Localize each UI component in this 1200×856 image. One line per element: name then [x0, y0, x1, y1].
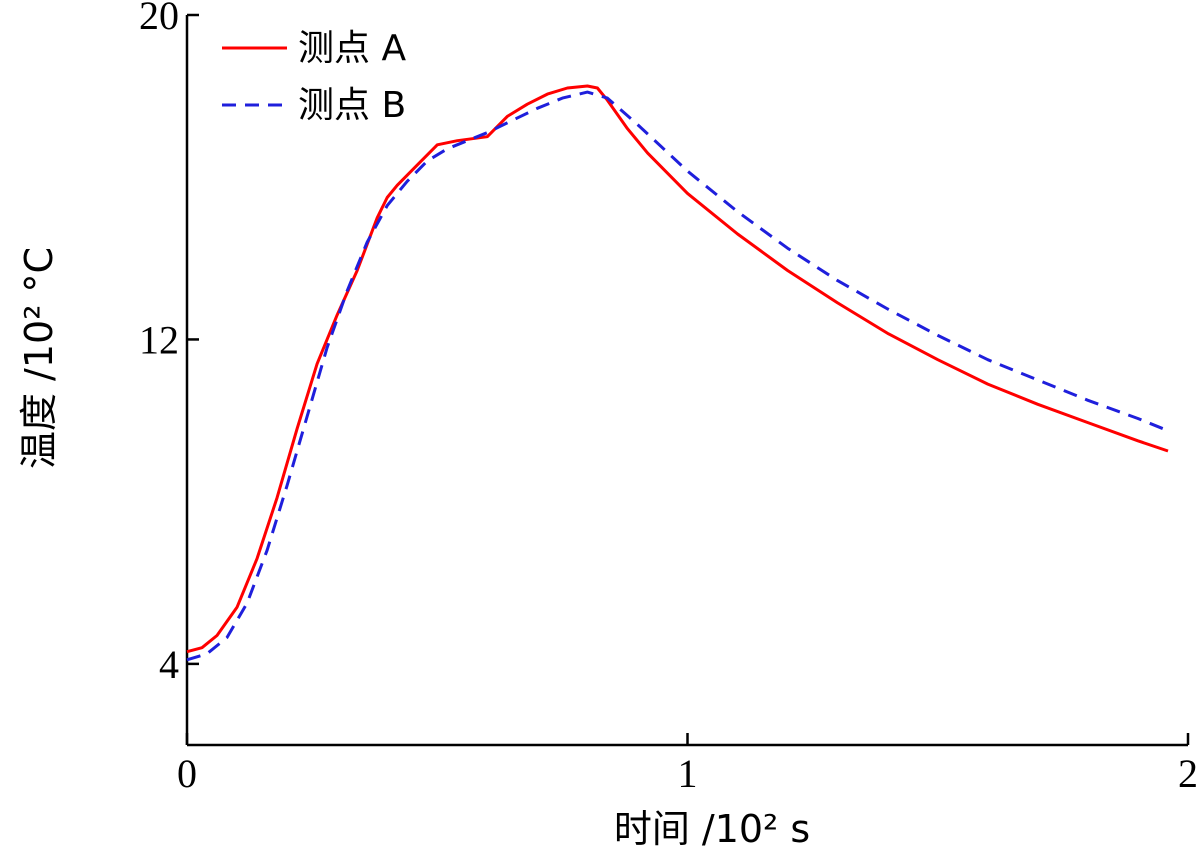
y-axis-title: 温度 /10² °C: [17, 247, 61, 469]
legend-label-a: 测点 A: [298, 28, 406, 69]
x-tick-label: 0: [177, 751, 197, 796]
x-axis-title: 时间 /10² s: [614, 807, 810, 851]
series-layer: [186, 84, 1169, 662]
x-tick-label: 1: [678, 751, 698, 796]
series-line-b: [186, 90, 1169, 662]
legend-item-b: 测点 B: [222, 85, 406, 126]
legend-label-b: 测点 B: [298, 85, 406, 126]
series-line-a: [186, 84, 1169, 654]
y-tick-label: 20: [139, 0, 179, 38]
legend-item-a: 测点 A: [222, 28, 406, 69]
x-axis-title-text: 时间 /10² s: [614, 807, 810, 851]
y-tick-label: 4: [159, 642, 179, 687]
legend: 测点 A 测点 B: [222, 28, 406, 126]
y-axis-title-text: 温度 /10² °C: [17, 247, 61, 469]
y-tick-label: 12: [139, 317, 179, 362]
x-tick-label: 2: [1178, 751, 1198, 796]
